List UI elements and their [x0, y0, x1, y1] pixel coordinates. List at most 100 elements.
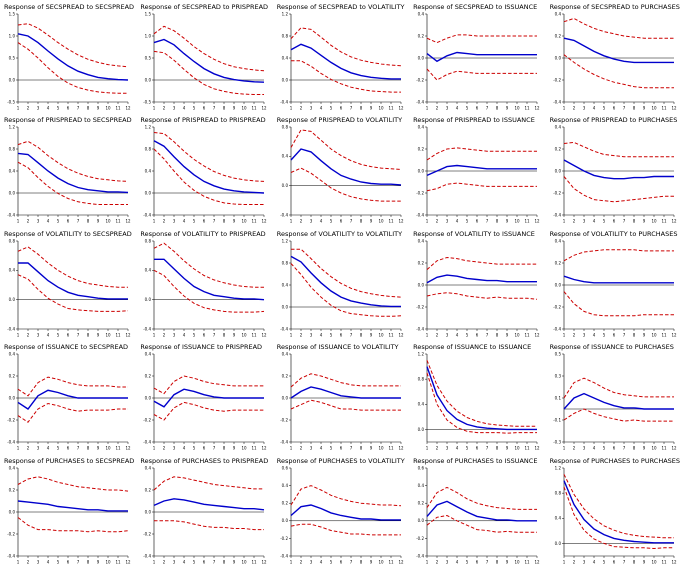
svg-text:11: 11	[115, 559, 121, 564]
irf-plot: 0.00.40.81.21 2 3 4 5 6 7 8 9 10 11 12	[554, 466, 676, 565]
svg-text:-0.2: -0.2	[553, 191, 561, 196]
svg-text:8: 8	[496, 446, 499, 451]
svg-text:-0.5: -0.5	[7, 99, 15, 104]
svg-text:9: 9	[642, 106, 645, 111]
upper-band-line	[563, 473, 674, 538]
svg-text:2: 2	[300, 332, 303, 337]
svg-text:12: 12	[671, 219, 677, 224]
svg-text:-0.2: -0.2	[416, 191, 424, 196]
svg-text:6: 6	[476, 559, 479, 564]
svg-text:5: 5	[330, 446, 333, 451]
svg-text:5: 5	[330, 559, 333, 564]
response-line	[154, 140, 265, 195]
svg-text:11: 11	[661, 446, 667, 451]
svg-text:6: 6	[340, 332, 343, 337]
svg-text:4: 4	[456, 446, 459, 451]
lower-band-line	[290, 167, 401, 202]
lower-band-line	[563, 176, 674, 203]
axes: -0.4-0.20.00.20.40.61 2 3 4 5 6 7 8 9 10 11 12	[280, 466, 404, 565]
irf-chart-cell: Response of PURCHASES to PURCHASES 0.0 0.…	[546, 454, 682, 567]
svg-text:11: 11	[252, 219, 258, 224]
response-line	[563, 275, 674, 284]
svg-text:0.4: 0.4	[418, 125, 425, 129]
svg-text:2: 2	[436, 446, 439, 451]
svg-text:-0.4: -0.4	[280, 553, 288, 558]
svg-text:8: 8	[87, 559, 90, 564]
lower-band-line	[290, 399, 401, 411]
svg-text:10: 10	[515, 559, 521, 564]
svg-text:-0.4: -0.4	[416, 553, 424, 558]
svg-text:9: 9	[506, 106, 509, 111]
response-line	[563, 37, 674, 64]
svg-text:1.5: 1.5	[9, 12, 16, 16]
svg-text:12: 12	[398, 559, 404, 564]
svg-text:1: 1	[17, 559, 20, 564]
axes: -0.4-0.20.00.20.41 2 3 4 5 6 7 8 9 10 11 12	[416, 12, 540, 111]
response-line	[426, 500, 538, 522]
chart-title: Response of ISSUANCE to SECSPREAD	[4, 343, 129, 352]
axes: -0.40.00.40.81.21 2 3 4 5 6 7 8 9 10 11 12	[280, 239, 404, 338]
axes: -0.40.00.40.81 2 3 4 5 6 7 8 9 10 11 12	[280, 125, 404, 224]
svg-text:12: 12	[398, 219, 404, 224]
svg-text:6: 6	[612, 106, 615, 111]
svg-text:9: 9	[233, 106, 236, 111]
svg-text:3: 3	[582, 559, 585, 564]
irf-plot: -0.40.00.40.81.21 2 3 4 5 6 7 8 9 10 11 12	[280, 12, 404, 111]
upper-band-line	[290, 248, 401, 298]
response-line	[154, 258, 265, 301]
svg-text:10: 10	[105, 559, 111, 564]
svg-text:-0.4: -0.4	[144, 326, 152, 331]
svg-text:6: 6	[203, 106, 206, 111]
axes: 0.00.40.81.21 2 3 4 5 6 7 8 9 10 11 12	[554, 466, 676, 565]
svg-text:6: 6	[203, 559, 206, 564]
svg-text:1: 1	[290, 559, 293, 564]
svg-text:-0.4: -0.4	[7, 326, 15, 331]
svg-text:4: 4	[183, 332, 186, 337]
lower-band-line	[427, 182, 538, 192]
svg-text:0.2: 0.2	[554, 147, 561, 152]
irf-chart-cell: Response of SECSPREAD to PURCHASES -0.4 -…	[546, 0, 682, 113]
chart-title: Response of PURCHASES to VOLATILITY	[276, 456, 405, 465]
svg-text:0.0: 0.0	[9, 396, 16, 401]
upper-band-line	[17, 376, 128, 397]
svg-text:0.8: 0.8	[145, 147, 152, 152]
svg-text:2: 2	[436, 219, 439, 224]
svg-text:7: 7	[213, 559, 216, 564]
svg-text:9: 9	[370, 332, 373, 337]
svg-text:3: 3	[446, 219, 449, 224]
irf-plot: -0.4-0.20.00.20.41 2 3 4 5 6 7 8 9 10 11 12	[280, 352, 404, 451]
svg-text:0.0: 0.0	[554, 55, 561, 60]
irf-chart-cell: Response of ISSUANCE to PRISPREAD -0.4 -0…	[136, 340, 272, 453]
svg-text:5: 5	[602, 559, 605, 564]
svg-text:0.2: 0.2	[9, 487, 16, 492]
lower-band-line	[563, 486, 674, 549]
svg-text:4: 4	[47, 219, 50, 224]
svg-text:12: 12	[671, 106, 677, 111]
svg-text:-0.4: -0.4	[416, 326, 424, 331]
svg-text:12: 12	[125, 332, 131, 337]
svg-text:0.2: 0.2	[9, 374, 16, 379]
svg-text:3: 3	[582, 446, 585, 451]
svg-text:0.4: 0.4	[145, 466, 152, 470]
svg-text:0.4: 0.4	[145, 268, 152, 273]
svg-text:8: 8	[632, 559, 635, 564]
lower-band-line	[563, 291, 674, 317]
svg-text:10: 10	[242, 559, 248, 564]
svg-text:8: 8	[87, 446, 90, 451]
irf-plot: -0.4-0.20.00.20.41 2 3 4 5 6 7 8 9 10 11 12	[553, 12, 677, 111]
upper-band-line	[290, 484, 401, 506]
svg-text:5: 5	[466, 332, 469, 337]
svg-text:6: 6	[612, 559, 615, 564]
svg-text:1.2: 1.2	[9, 125, 16, 129]
svg-text:7: 7	[622, 446, 625, 451]
svg-text:12: 12	[535, 446, 541, 451]
svg-text:5: 5	[602, 446, 605, 451]
svg-text:7: 7	[350, 219, 353, 224]
svg-text:0.8: 0.8	[418, 377, 425, 382]
irf-chart-cell: Response of PRISPREAD to PURCHASES -0.4 -…	[546, 113, 682, 226]
svg-text:5: 5	[466, 219, 469, 224]
lower-band-line	[563, 408, 674, 422]
chart-title: Response of PURCHASES to PURCHASES	[549, 456, 681, 465]
svg-text:2: 2	[572, 332, 575, 337]
